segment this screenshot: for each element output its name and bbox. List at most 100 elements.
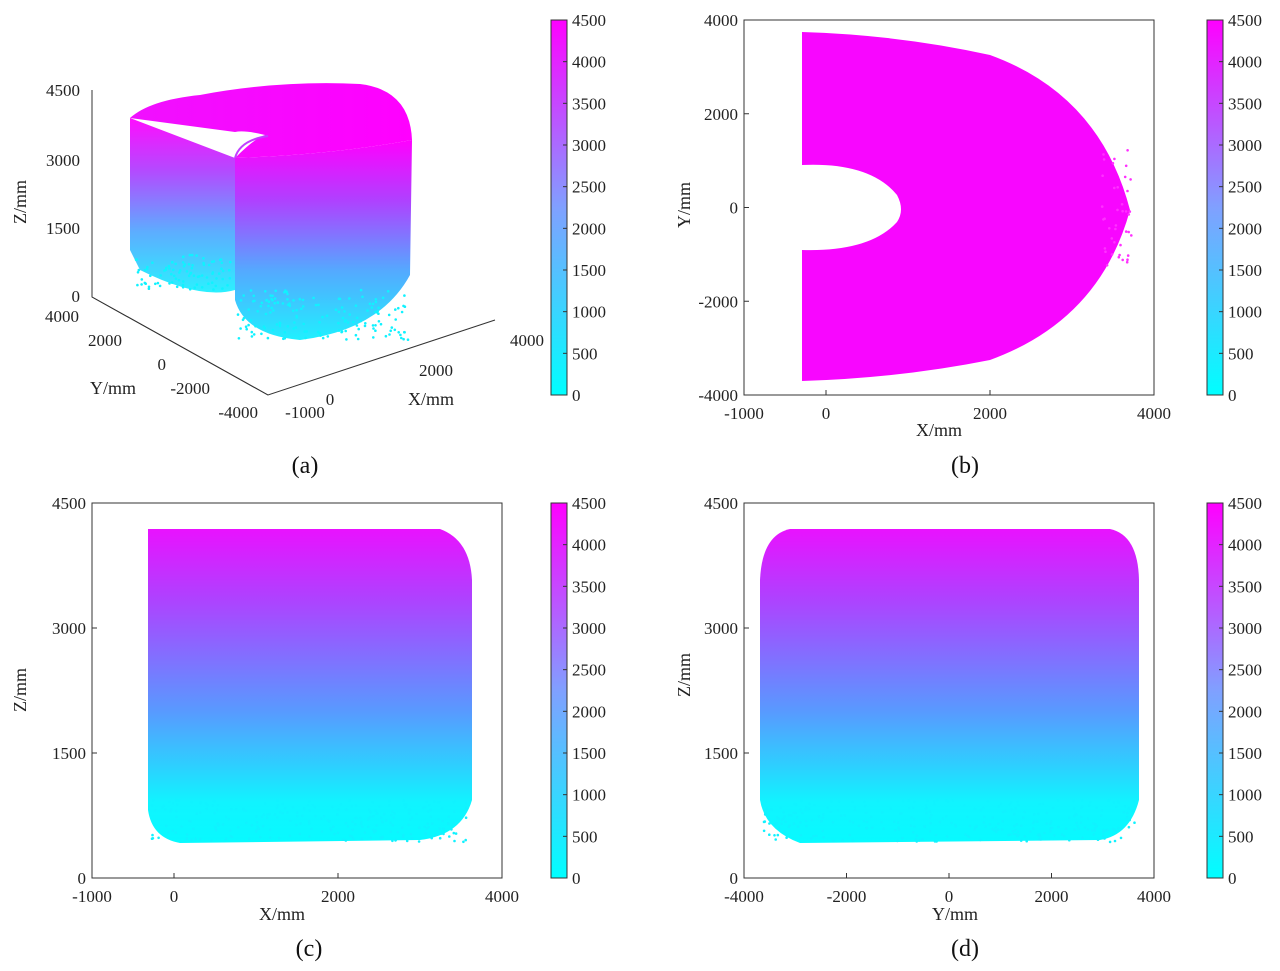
- cloud-point: [784, 820, 788, 823]
- cloud-point: [434, 833, 438, 836]
- cloud-point: [1129, 178, 1132, 181]
- cloud-point: [296, 814, 299, 818]
- cloud-point: [901, 799, 905, 803]
- cloud-point: [402, 799, 406, 802]
- cloud-point: [364, 322, 367, 325]
- panel-c-x-label: X/mm: [259, 904, 305, 924]
- cloud-point: [1013, 829, 1017, 832]
- cloud-point: [377, 306, 380, 310]
- cloud-point: [406, 338, 410, 342]
- cloud-top-face: [130, 83, 412, 158]
- cloud-point: [344, 821, 348, 825]
- cloud-point: [397, 331, 401, 334]
- cloud-point: [187, 274, 191, 278]
- cloud-point: [316, 330, 320, 334]
- cloud-point: [288, 834, 292, 838]
- cloud-point: [775, 816, 779, 819]
- colorbar-tick-label: 4000: [572, 53, 606, 72]
- x-tick-label: 4000: [1137, 404, 1171, 423]
- cloud-point: [317, 303, 320, 307]
- cloud-point: [356, 337, 360, 341]
- cloud-point: [368, 808, 371, 812]
- cloud-point: [787, 813, 791, 817]
- cloud-point: [915, 834, 919, 837]
- cloud-point: [429, 808, 433, 812]
- cloud-point: [255, 815, 258, 818]
- cloud-point: [283, 331, 287, 334]
- cloud-point: [963, 804, 966, 807]
- cloud-point: [273, 297, 277, 300]
- cloud-point: [804, 808, 807, 812]
- panel-d-x-label: Y/mm: [932, 904, 978, 924]
- cloud-point: [215, 277, 218, 280]
- y-tick-label: 3000: [52, 619, 86, 638]
- cloud-point: [901, 836, 904, 840]
- cloud-point: [997, 828, 1000, 832]
- cloud-point: [403, 294, 406, 297]
- cloud-point: [1102, 153, 1105, 156]
- cloud-point: [195, 254, 198, 257]
- cloud-point: [442, 832, 445, 836]
- cloud-point: [1115, 805, 1118, 808]
- cloud-point: [293, 321, 296, 324]
- cloud-point: [1099, 814, 1103, 817]
- cloud-point: [340, 330, 343, 334]
- cloud-point: [375, 812, 379, 815]
- cloud-point: [192, 274, 196, 278]
- x-tick-label: -1000: [72, 887, 112, 906]
- cloud-point: [1087, 804, 1091, 807]
- cloud-point: [1016, 800, 1019, 804]
- cloud-point: [389, 830, 393, 833]
- cloud-point: [170, 272, 173, 276]
- caption-a: (a): [292, 453, 319, 479]
- cloud-point: [928, 816, 932, 820]
- cloud-point: [893, 820, 896, 823]
- cloud-point: [853, 805, 857, 809]
- cloud-point: [388, 799, 391, 803]
- cloud-point: [1130, 234, 1133, 237]
- cloud-point: [822, 836, 825, 839]
- x-tick-label: 0: [170, 887, 179, 906]
- cloud-point: [221, 269, 225, 273]
- cloud-point: [291, 805, 295, 809]
- cloud-point: [1108, 840, 1112, 844]
- cloud-point: [172, 268, 175, 272]
- cloud-point: [212, 260, 216, 263]
- cloud-point: [1043, 831, 1046, 835]
- cloud-point: [432, 800, 436, 803]
- cloud-point: [190, 800, 193, 804]
- cloud-point: [913, 825, 916, 828]
- z-tick-label: 0: [72, 287, 81, 306]
- cloud-point: [171, 260, 174, 264]
- colorbar-tick-label: 0: [572, 386, 581, 405]
- cloud-point: [1073, 828, 1077, 831]
- cloud-point: [447, 822, 450, 826]
- cloud-point: [810, 837, 813, 840]
- cloud-point: [259, 304, 263, 308]
- panel-c-plot-area: [91, 502, 503, 879]
- cloud-point: [268, 836, 272, 839]
- caption-d: (d): [951, 936, 979, 962]
- cloud-point: [770, 808, 773, 811]
- cloud-point: [1125, 260, 1129, 264]
- cloud-point: [165, 266, 168, 270]
- cloud-point: [277, 836, 281, 840]
- cloud-point: [914, 838, 918, 841]
- cloud-point: [312, 296, 315, 300]
- cloud-point: [1037, 838, 1041, 841]
- cloud-point: [1038, 835, 1042, 838]
- colorbar: [550, 502, 568, 879]
- cloud-point: [869, 815, 873, 819]
- cloud-point: [1077, 827, 1080, 830]
- colorbar-tick-label: 500: [572, 344, 598, 363]
- colorbar-tick-label: 500: [1228, 827, 1254, 846]
- cloud-point: [371, 302, 375, 306]
- cloud-point: [314, 814, 317, 818]
- cloud-point: [375, 824, 379, 827]
- cloud-point: [1001, 819, 1004, 823]
- cloud-point: [464, 838, 468, 842]
- cloud-point: [394, 839, 397, 842]
- cloud-point: [256, 825, 259, 828]
- cloud-point: [1064, 827, 1068, 830]
- cloud-point: [1113, 157, 1116, 161]
